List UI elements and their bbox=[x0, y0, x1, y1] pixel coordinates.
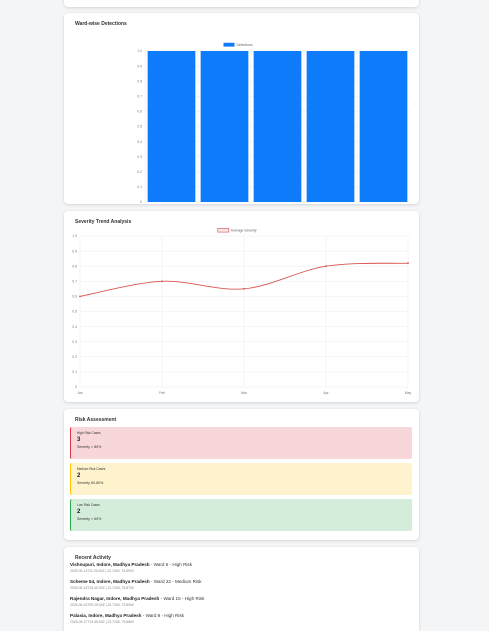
severity-trend-title: Severity Trend Analysis bbox=[75, 219, 132, 225]
low-risk-count: 2 bbox=[77, 509, 81, 515]
y-tick-label: 0.6 bbox=[137, 110, 142, 114]
y-tick-label: 0.7 bbox=[72, 280, 77, 284]
medium-risk-severity: Severity 60-80% bbox=[77, 481, 104, 485]
activity-detail: - Ward 15 - High Risk bbox=[159, 596, 205, 601]
low-risk-box: Low Risk Cases 2 Severity < 60% bbox=[70, 499, 412, 531]
y-tick-label: 0.7 bbox=[137, 95, 142, 99]
y-tick-label: 1.0 bbox=[137, 49, 142, 53]
medium-risk-label: Medium Risk Cases bbox=[77, 467, 106, 471]
bar bbox=[200, 51, 249, 202]
ward-detections-chart: 00.10.20.30.40.50.60.70.80.91.0Ward 15Wa… bbox=[137, 42, 410, 204]
legend-label: Average Severity bbox=[231, 229, 257, 233]
y-tick-label: 0.9 bbox=[137, 64, 142, 68]
high-risk-box: High Risk Cases 3 Severity > 80% bbox=[70, 427, 412, 459]
data-point bbox=[79, 295, 81, 298]
activity-detail: - Ward 8 - High Risk bbox=[141, 613, 184, 618]
activity-location: Rajendra Nagar, Indore, Madhya Pradesh bbox=[70, 596, 160, 601]
recent-activity-card: Recent Activity Vishnupuri, Indore, Madh… bbox=[64, 547, 419, 631]
y-tick-label: 0.4 bbox=[72, 325, 77, 329]
high-risk-label: High Risk Cases bbox=[77, 431, 101, 435]
x-tick-label: May bbox=[405, 391, 412, 395]
ward-detections-card: Ward-wise Detections 0 0.1 0.2 0.3 0.4 0.5 0.6… bbox=[64, 13, 419, 204]
y-tick-label: 0.8 bbox=[72, 264, 77, 268]
activity-meta: 2025-06-17T13:45:00Z | 22.7180, 75.8860 bbox=[70, 620, 134, 624]
activity-location: Vishnupuri, Indore, Madhya Pradesh bbox=[70, 562, 150, 567]
bar bbox=[253, 51, 302, 202]
x-tick-label: Jan bbox=[77, 391, 83, 395]
x-tick-label: Mar bbox=[241, 391, 248, 395]
y-tick-label: 0.3 bbox=[72, 340, 77, 344]
risk-assessment-card: Risk Assessment High Risk Cases 3 Severi… bbox=[64, 409, 419, 540]
activity-meta: 2025-06-14T11:20:00Z | 22.7460, 75.8900 bbox=[70, 569, 134, 573]
medium-risk-box: Medium Risk Cases 2 Severity 60-80% bbox=[70, 463, 412, 495]
legend-swatch bbox=[217, 227, 230, 233]
y-tick-label: 0.6 bbox=[72, 295, 77, 299]
x-tick-label: Feb bbox=[159, 391, 165, 395]
low-risk-severity: Severity < 60% bbox=[77, 517, 102, 521]
y-tick-label: 0.5 bbox=[137, 125, 142, 129]
activity-location: Scheme 54, Indore, Madhya Pradesh bbox=[70, 579, 150, 584]
y-tick-label: 0 bbox=[140, 200, 142, 204]
y-tick-label: 0.4 bbox=[137, 140, 142, 144]
y-tick-label: 0.8 bbox=[137, 79, 142, 83]
severity-trend-card: Severity Trend Analysis 0 0.1 0.2 0.3 0.4 0.5… bbox=[64, 211, 419, 402]
x-tick-label: Apr bbox=[323, 391, 329, 395]
ward-detections-title: Ward-wise Detections bbox=[75, 21, 127, 27]
activity-item[interactable]: Scheme 54, Indore, Madhya Pradesh - Ward… bbox=[70, 579, 202, 590]
activity-meta: 2025-06-16T09:15:00Z | 22.7060, 75.8050 bbox=[70, 603, 134, 607]
recent-activity-title: Recent Activity bbox=[75, 555, 111, 561]
data-point bbox=[325, 265, 327, 268]
high-risk-severity: Severity > 80% bbox=[77, 445, 102, 449]
legend-swatch bbox=[223, 42, 235, 47]
activity-detail: - Ward 5 - High Risk bbox=[149, 562, 193, 567]
bar bbox=[306, 51, 355, 202]
risk-assessment-title: Risk Assessment bbox=[75, 417, 117, 423]
y-tick-label: 0 bbox=[75, 385, 77, 389]
activity-meta: 2025-06-15T16:40:00Z | 22.7405, 75.8700 bbox=[70, 586, 134, 590]
low-risk-label: Low Risk Cases bbox=[77, 503, 100, 507]
data-point bbox=[407, 262, 409, 265]
y-tick-label: 0.5 bbox=[72, 310, 77, 314]
y-tick-label: 0.2 bbox=[137, 170, 142, 174]
previous-card bbox=[64, 0, 419, 7]
bar bbox=[147, 51, 196, 202]
data-point bbox=[161, 280, 163, 283]
high-risk-count: 3 bbox=[77, 437, 81, 443]
y-tick-label: 0.9 bbox=[72, 249, 77, 253]
y-tick-label: 0.1 bbox=[137, 185, 142, 189]
activity-detail: - Ward 22 - Medium Risk bbox=[149, 579, 202, 584]
activity-location: Palasia, Indore, Madhya Pradesh bbox=[70, 613, 142, 618]
y-tick-label: 0.1 bbox=[72, 370, 77, 374]
bar bbox=[359, 51, 408, 202]
legend-label: Detections bbox=[237, 43, 253, 47]
y-tick-label: 0.3 bbox=[137, 155, 142, 159]
activity-item[interactable]: Vishnupuri, Indore, Madhya Pradesh - War… bbox=[70, 562, 192, 573]
severity-trend-chart: 0 0.1 0.2 0.3 0.4 0.5 0.6 0.7 0.8 0.9 1.0 Jan Feb Mar… bbox=[72, 227, 412, 395]
activity-item[interactable]: Palasia, Indore, Madhya Pradesh - Ward 8… bbox=[70, 613, 184, 624]
y-tick-label: 1.0 bbox=[72, 234, 77, 238]
activity-item[interactable]: Rajendra Nagar, Indore, Madhya Pradesh -… bbox=[70, 596, 204, 607]
medium-risk-count: 2 bbox=[77, 473, 81, 479]
data-point bbox=[243, 287, 245, 290]
y-tick-label: 0.2 bbox=[72, 355, 77, 359]
